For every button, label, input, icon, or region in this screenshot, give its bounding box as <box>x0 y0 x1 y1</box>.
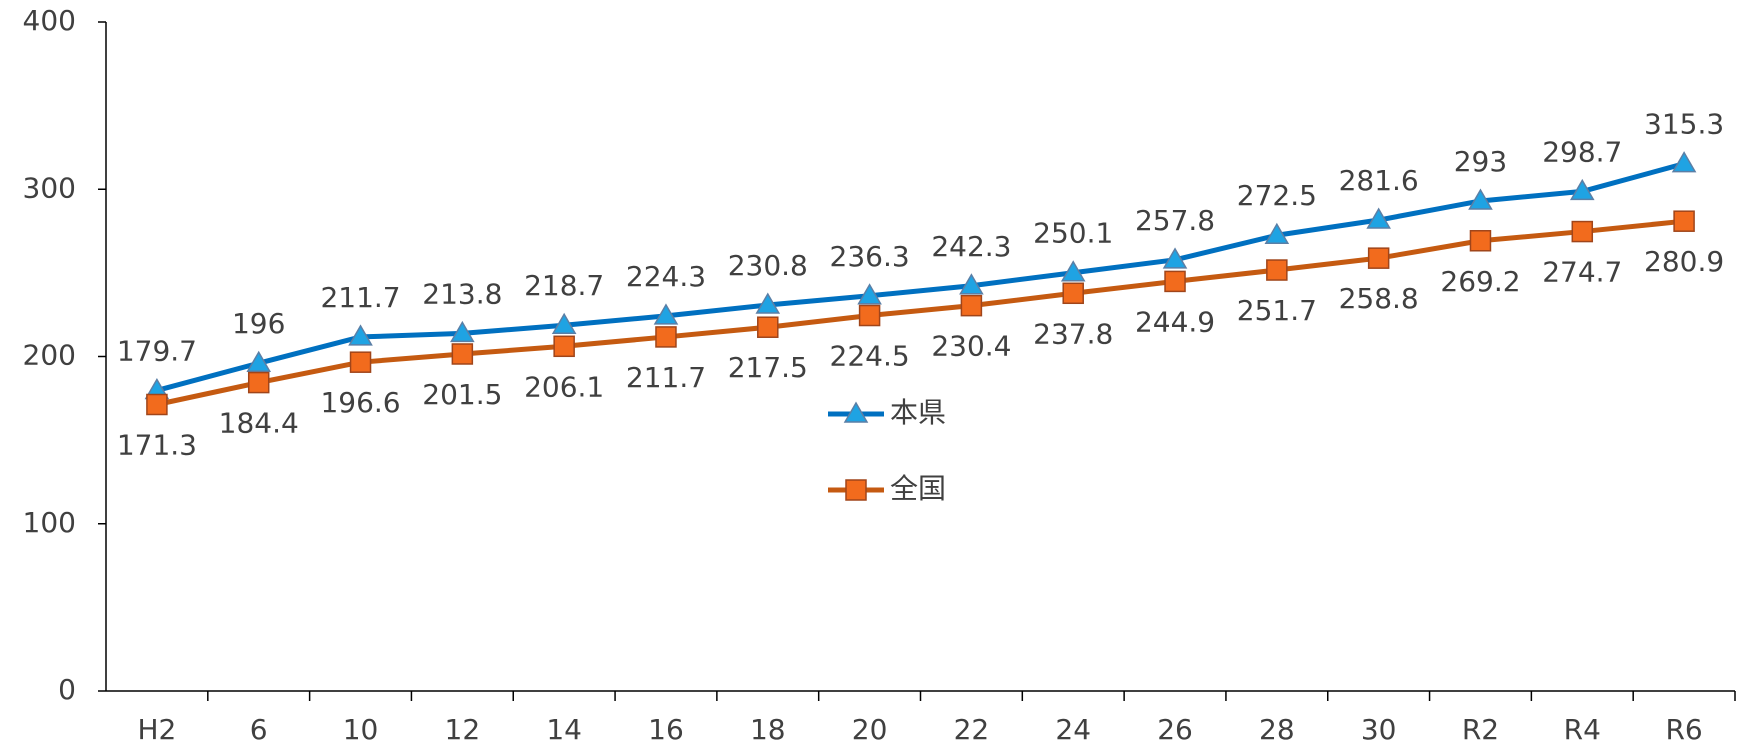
x-tick-label: 22 <box>954 713 990 746</box>
data-label: 213.8 <box>422 277 502 310</box>
data-label: 237.8 <box>1033 317 1113 350</box>
x-tick-label: R4 <box>1564 713 1601 746</box>
data-label: 280.9 <box>1644 245 1724 278</box>
data-label: 315.3 <box>1644 108 1724 141</box>
point <box>246 350 272 372</box>
point <box>1673 210 1695 232</box>
y-tick-label: 200 <box>23 339 76 372</box>
data-label: 293 <box>1454 145 1507 178</box>
point <box>450 320 475 343</box>
x-tick-label: 16 <box>648 713 684 746</box>
point <box>959 273 984 295</box>
data-label: 230.8 <box>728 249 808 282</box>
x-tick-label: 26 <box>1157 713 1193 746</box>
data-label: 217.5 <box>728 351 808 384</box>
data-label: 224.5 <box>830 340 910 373</box>
point <box>247 371 270 394</box>
data-label: 184.4 <box>219 407 299 440</box>
point <box>1571 220 1594 243</box>
data-label: 281.6 <box>1339 164 1419 197</box>
point <box>451 343 474 365</box>
x-tick-label: 18 <box>750 713 786 746</box>
data-label: 244.9 <box>1135 305 1215 338</box>
point <box>349 351 372 373</box>
data-label: 236.3 <box>830 240 910 273</box>
legend-marker <box>845 479 867 501</box>
point <box>146 393 168 416</box>
x-tick-label: 24 <box>1055 713 1091 746</box>
point <box>755 292 781 314</box>
legend-label: 全国 <box>890 472 946 505</box>
data-label: 196.6 <box>320 386 400 419</box>
y-tick-label: 400 <box>23 4 76 37</box>
legend-marker <box>843 401 869 423</box>
data-label: 269.2 <box>1440 265 1520 298</box>
point <box>1367 247 1390 269</box>
data-label: 211.7 <box>626 361 706 394</box>
data-label: 257.8 <box>1135 204 1215 237</box>
data-label: 211.7 <box>320 281 400 314</box>
x-tick-label: 20 <box>852 713 888 746</box>
x-tick-label: 12 <box>445 713 481 746</box>
point <box>960 294 983 317</box>
data-label: 218.7 <box>524 269 604 302</box>
legend-label: 本県 <box>890 396 946 429</box>
data-label: 274.7 <box>1542 256 1622 289</box>
y-tick-label: 100 <box>23 506 76 539</box>
x-tick-label: 6 <box>250 713 268 746</box>
data-label: 201.5 <box>422 378 502 411</box>
x-tick-label: 14 <box>546 713 582 746</box>
point <box>551 312 577 334</box>
x-tick-label: 28 <box>1259 713 1295 746</box>
point <box>1569 178 1595 201</box>
point <box>348 324 373 346</box>
data-label: 272.5 <box>1237 179 1317 212</box>
data-label: 196 <box>232 307 285 340</box>
point <box>757 316 779 338</box>
series-line <box>156 218 1685 407</box>
point <box>857 283 882 305</box>
data-label: 206.1 <box>524 370 604 403</box>
point <box>1062 282 1084 305</box>
point <box>1164 270 1186 293</box>
data-label: 230.4 <box>931 330 1011 363</box>
data-label: 258.8 <box>1339 282 1419 315</box>
point <box>1266 259 1288 281</box>
x-tick-label: R6 <box>1665 713 1702 746</box>
y-tick-label: 0 <box>58 673 76 706</box>
y-tick-label: 300 <box>23 171 76 204</box>
point <box>1264 222 1290 244</box>
point <box>1469 230 1492 252</box>
point <box>1162 247 1188 269</box>
point <box>653 303 679 325</box>
x-tick-label: 10 <box>343 713 379 746</box>
x-tick-label: R2 <box>1462 713 1499 746</box>
x-tick-label: 30 <box>1361 713 1397 746</box>
data-label: 179.7 <box>117 334 197 367</box>
point <box>858 304 881 327</box>
series-line <box>156 161 1685 393</box>
point <box>1671 151 1697 173</box>
data-label: 171.3 <box>117 429 197 462</box>
data-label: 224.3 <box>626 260 706 293</box>
point <box>1060 260 1086 282</box>
data-label: 298.7 <box>1542 135 1622 168</box>
data-label: 242.3 <box>931 230 1011 263</box>
point <box>1366 207 1391 229</box>
data-label: 250.1 <box>1033 217 1113 250</box>
x-tick-label: H2 <box>137 713 176 746</box>
point <box>1468 188 1493 210</box>
point <box>655 326 677 348</box>
data-label: 251.7 <box>1237 294 1317 327</box>
point <box>553 335 575 358</box>
